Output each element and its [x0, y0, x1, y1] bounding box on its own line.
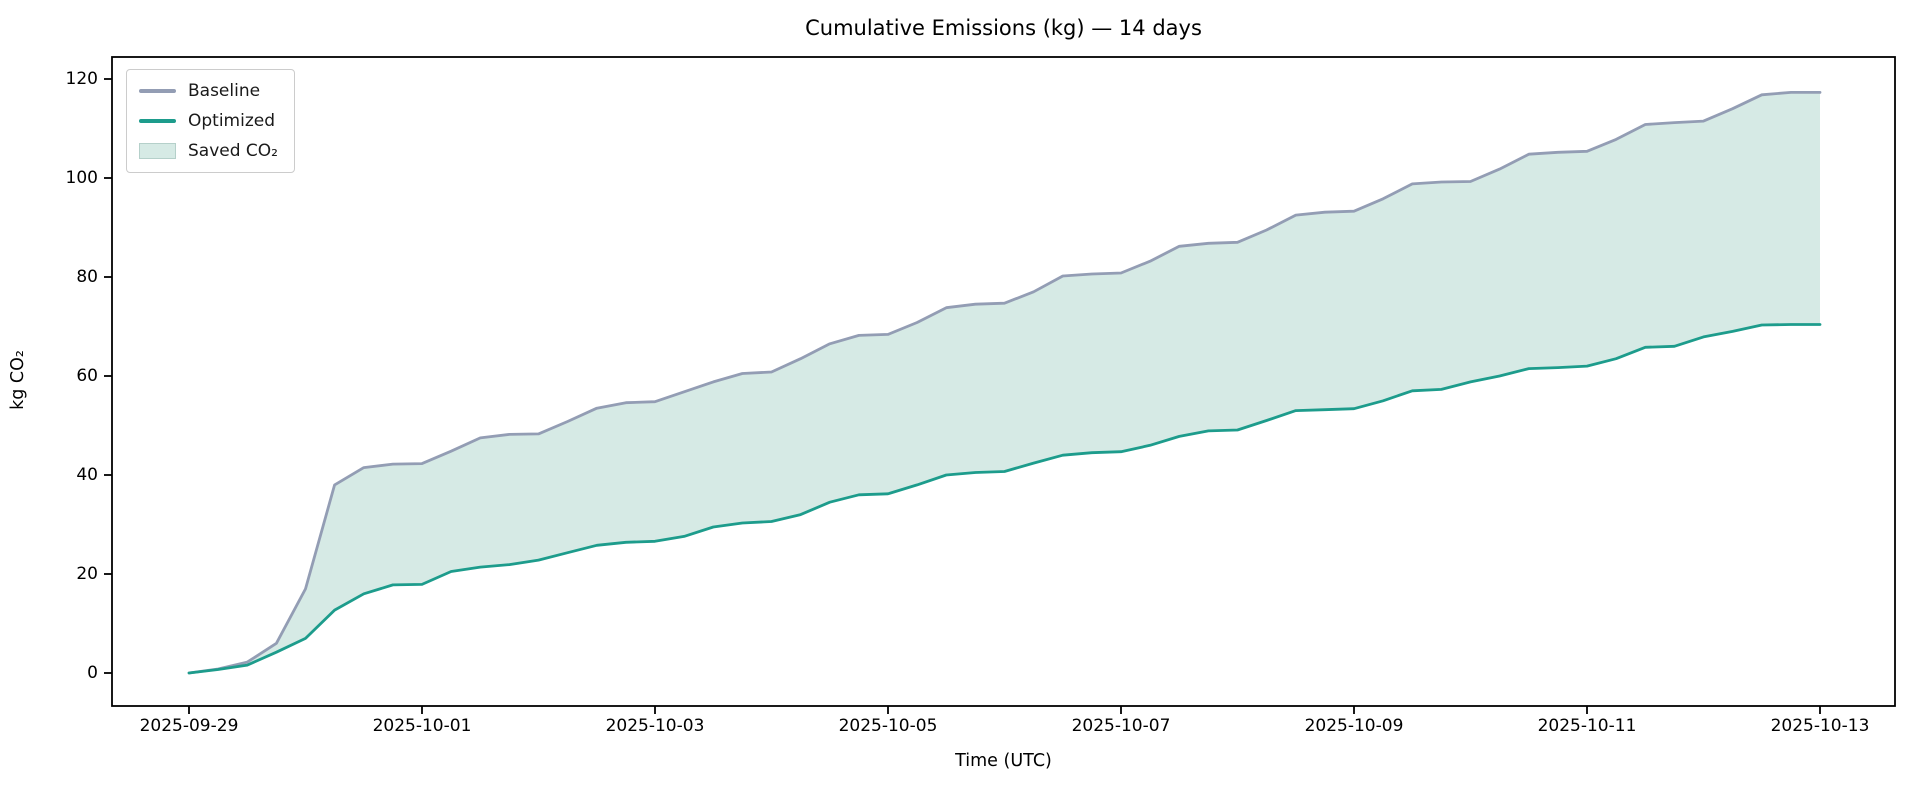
- y-tick-label: 100: [65, 168, 98, 188]
- legend-label-baseline: Baseline: [188, 81, 261, 101]
- x-tick-label: 2025-10-01: [372, 716, 472, 736]
- y-tick-label: 120: [65, 69, 98, 89]
- optimized-line-swatch: [139, 119, 176, 123]
- x-tick-label: 2025-09-29: [139, 716, 239, 736]
- legend-item-saved-co2: Saved CO₂: [139, 139, 278, 163]
- y-tick-label: 0: [87, 663, 98, 683]
- baseline-series-line: [187, 91, 1822, 675]
- legend-item-baseline: Baseline: [139, 79, 278, 103]
- x-tick-label: 2025-10-11: [1537, 716, 1637, 736]
- x-tick-label: 2025-10-13: [1770, 716, 1870, 736]
- legend-item-optimized: Optimized: [139, 109, 278, 133]
- y-axis-label: kg CO₂: [8, 350, 28, 410]
- x-tick-label: 2025-10-09: [1304, 716, 1404, 736]
- y-tick-label: 60: [76, 366, 98, 386]
- chart-title: Cumulative Emissions (kg) — 14 days: [805, 16, 1202, 40]
- saved-co2-patch-swatch: [139, 143, 176, 159]
- legend-label-optimized: Optimized: [188, 111, 276, 131]
- legend-label-saved-co2: Saved CO₂: [188, 141, 278, 161]
- y-tick-label: 20: [76, 564, 98, 584]
- x-tick-label: 2025-10-07: [1071, 716, 1171, 736]
- axes-spines: [111, 56, 1896, 707]
- y-tick-label: 80: [76, 267, 98, 287]
- y-tick-label: 40: [76, 465, 98, 485]
- x-tick-label: 2025-10-05: [838, 716, 938, 736]
- baseline-line-swatch: [139, 89, 176, 93]
- legend: Baseline Optimized Saved CO₂: [126, 69, 295, 173]
- optimized-series-line: [187, 323, 1822, 675]
- x-tick-label: 2025-10-03: [605, 716, 705, 736]
- x-axis-label: Time (UTC): [955, 751, 1052, 771]
- saved-co2-band: [189, 92, 1820, 673]
